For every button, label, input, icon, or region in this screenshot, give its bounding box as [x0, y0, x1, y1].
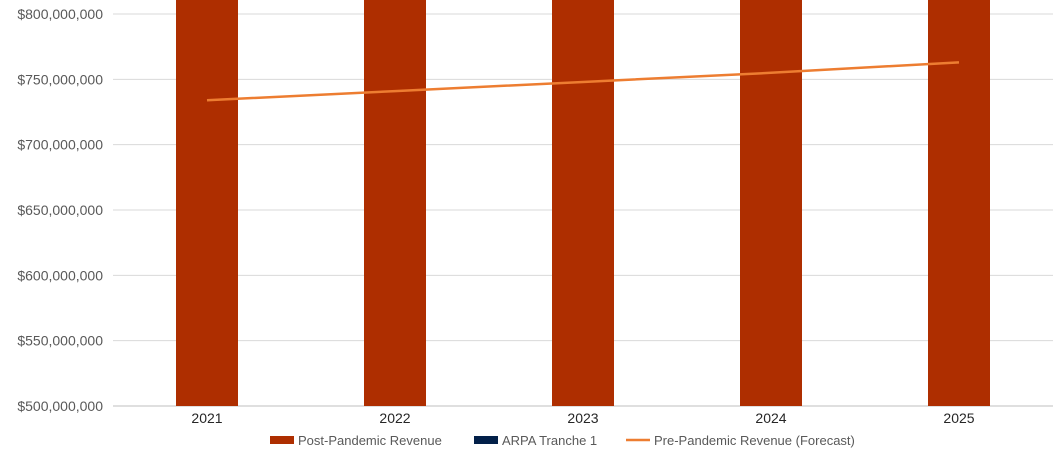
x-tick-label: 2023 — [567, 410, 598, 426]
bar-post-pandemic-revenue — [176, 0, 238, 406]
bar-post-pandemic-revenue — [552, 0, 614, 406]
legend-label: Pre-Pandemic Revenue (Forecast) — [654, 433, 855, 448]
bar-post-pandemic-revenue — [740, 0, 802, 406]
x-tick-label: 2024 — [755, 410, 786, 426]
legend-label: ARPA Tranche 1 — [502, 433, 597, 448]
y-tick-label: $800,000,000 — [17, 6, 103, 22]
y-tick-label: $650,000,000 — [17, 202, 103, 218]
legend-label: Post-Pandemic Revenue — [298, 433, 442, 448]
legend-swatch — [270, 436, 294, 444]
y-tick-label: $550,000,000 — [17, 333, 103, 349]
bar-post-pandemic-revenue — [928, 0, 990, 406]
forecast-line — [206, 61, 960, 102]
x-tick-label: 2025 — [943, 410, 974, 426]
y-tick-label: $700,000,000 — [17, 137, 103, 153]
y-tick-label: $750,000,000 — [17, 71, 103, 87]
x-tick-label: 2021 — [191, 410, 222, 426]
x-tick-label: 2022 — [379, 410, 410, 426]
y-tick-label: $600,000,000 — [17, 267, 103, 283]
y-tick-label: $500,000,000 — [17, 398, 103, 414]
legend-swatch — [474, 436, 498, 444]
bar-post-pandemic-revenue — [364, 0, 426, 406]
